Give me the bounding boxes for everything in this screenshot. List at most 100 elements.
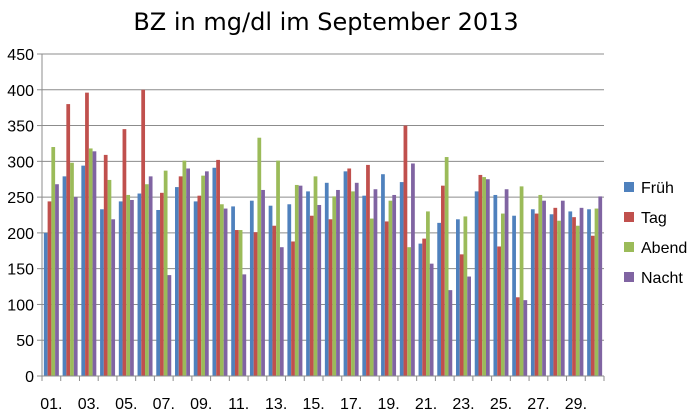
bar-abend-6	[145, 184, 149, 376]
bar-früh-27	[530, 209, 535, 376]
bar-früh-14	[287, 204, 292, 376]
bar-nacht-14	[298, 185, 303, 376]
x-tick-label: 29.	[565, 396, 587, 413]
bar-früh-10	[212, 167, 217, 376]
bar-tag-29	[572, 217, 576, 376]
bar-tag-4	[103, 154, 108, 376]
x-tick-label: 11.	[228, 396, 249, 413]
bar-nacht-10	[223, 208, 228, 376]
bar-tag-6	[141, 89, 146, 376]
y-tick-label: 50	[16, 333, 34, 350]
legend-label-tag: Tag	[641, 210, 667, 227]
bar-abend-4	[107, 179, 112, 376]
bar-nacht-9	[204, 171, 209, 376]
bar-nacht-19	[392, 194, 397, 376]
bar-nacht-28	[560, 200, 565, 376]
bar-früh-16	[324, 182, 329, 376]
bar-nacht-6	[148, 176, 153, 376]
x-tick-label: 27.	[527, 396, 549, 413]
bar-abend-18	[369, 218, 374, 376]
x-tick-label: 23.	[452, 396, 474, 413]
y-tick-label: 100	[7, 297, 34, 314]
bar-nacht-13	[279, 247, 284, 376]
x-tick-label: 03.	[78, 396, 100, 413]
legend: Früh Tag Abend Nacht	[624, 180, 687, 287]
bar-früh-5	[118, 201, 123, 376]
bar-früh-18	[362, 195, 367, 376]
x-tick-label: 15.	[303, 396, 325, 413]
legend-label-abend: Abend	[641, 240, 687, 257]
chart-title: BZ in mg/dl im September 2013	[133, 8, 518, 36]
bar-abend-29	[575, 225, 580, 376]
bar-tag-23	[459, 254, 464, 376]
bar-tag-8	[178, 176, 183, 376]
bar-nacht-2	[73, 197, 78, 376]
bar-früh-13	[268, 205, 273, 376]
bar-früh-9	[193, 201, 198, 376]
legend-swatch-nacht	[624, 272, 634, 282]
bar-nacht-15	[317, 204, 322, 376]
bar-tag-14	[291, 241, 295, 376]
x-tick-label: 07.	[153, 396, 175, 413]
bar-abend-22	[444, 157, 449, 376]
legend-swatch-tag	[624, 212, 634, 222]
bar-tag-13	[272, 225, 277, 376]
x-tick-label: 13.	[265, 396, 287, 413]
bar-früh-24	[474, 191, 479, 376]
bar-abend-12	[257, 137, 262, 376]
bar-abend-24	[482, 177, 486, 376]
y-tick-label: 250	[7, 190, 34, 207]
y-tick-label: 350	[7, 119, 34, 136]
bar-früh-19	[381, 174, 385, 376]
x-tick-label: 01.	[40, 396, 62, 413]
bar-nacht-25	[504, 189, 509, 376]
bar-früh-3	[81, 165, 86, 376]
bar-früh-8	[175, 187, 179, 376]
bar-tag-27	[534, 213, 539, 376]
bar-nacht-17	[354, 182, 359, 376]
bar-tag-11	[234, 230, 239, 376]
bar-abend-21	[426, 211, 430, 376]
bar-abend-11	[238, 230, 243, 376]
bar-abend-7	[163, 170, 168, 376]
y-tick-label: 400	[7, 83, 34, 100]
bar-abend-1	[51, 147, 56, 376]
bar-tag-16	[328, 219, 333, 376]
legend-swatch-früh	[624, 182, 634, 192]
bar-nacht-21	[429, 263, 434, 376]
bar-nacht-20	[411, 163, 415, 376]
bar-tag-5	[122, 129, 127, 376]
bar-abend-10	[219, 204, 224, 376]
bar-nacht-16	[336, 189, 340, 376]
bar-tag-18	[366, 164, 370, 376]
x-tick-label: 25.	[490, 396, 512, 413]
bar-nacht-8	[186, 168, 190, 376]
bar-nacht-22	[448, 290, 453, 376]
bar-tag-1	[47, 201, 52, 376]
bar-abend-8	[182, 160, 187, 376]
bar-nacht-3	[92, 151, 97, 376]
bar-abend-5	[126, 194, 131, 376]
bar-nacht-29	[579, 207, 584, 376]
bar-früh-17	[343, 171, 348, 376]
y-tick-label: 150	[7, 262, 34, 279]
bar-nacht-4	[111, 219, 116, 376]
bar-nacht-12	[261, 189, 265, 376]
bar-früh-20	[399, 182, 404, 376]
bar-tag-10	[216, 159, 220, 376]
x-axis-ticks: 01. 03. 05. 07. 09. 11. 13. 15. 17. 19. 21. 23. 25. 2…	[40, 376, 605, 413]
bar-abend-25	[500, 213, 505, 376]
bar-früh-2	[62, 176, 67, 376]
bar-nacht-1	[55, 184, 59, 376]
bar-nacht-7	[167, 275, 172, 376]
bar-tag-19	[384, 221, 389, 376]
bar-tag-24	[478, 174, 483, 376]
bar-nacht-30	[598, 196, 603, 376]
bar-früh-26	[512, 215, 516, 376]
bar-früh-28	[549, 214, 554, 376]
legend-swatch-abend	[624, 242, 634, 252]
bar-abend-30	[594, 208, 599, 376]
bar-abend-13	[276, 160, 280, 376]
bar-abend-19	[388, 200, 393, 376]
bar-abend-27	[538, 194, 543, 376]
